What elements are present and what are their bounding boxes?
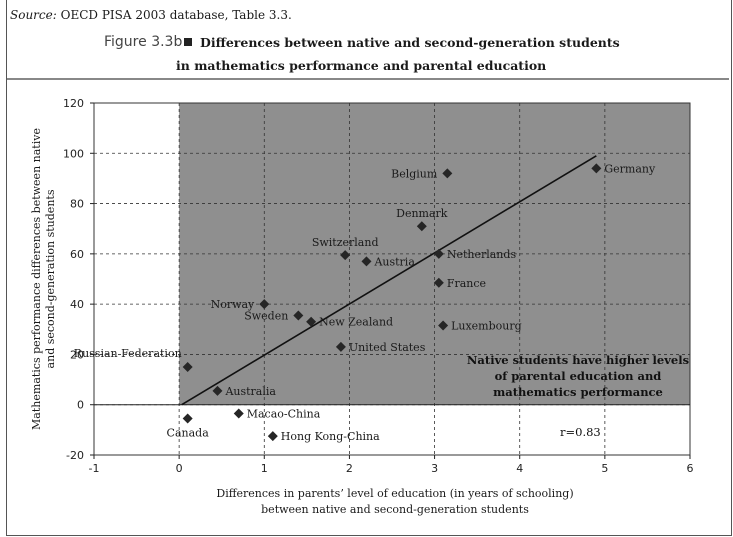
point-label: Luxembourg xyxy=(451,320,522,333)
data-point xyxy=(433,277,444,288)
x-tick-label: 0 xyxy=(176,462,183,475)
chart-title-line1: Differences between native and second-ge… xyxy=(200,35,620,50)
y-tick-label: 40 xyxy=(70,298,84,311)
y-axis-title-line1: Mathematics performance differences betw… xyxy=(30,128,43,430)
y-tick-label: 80 xyxy=(70,198,84,211)
data-point xyxy=(438,320,449,331)
x-tick-label: 2 xyxy=(346,462,353,475)
x-tick-label: -1 xyxy=(89,462,100,475)
annotation-line: mathematics performance xyxy=(493,385,663,399)
data-point xyxy=(267,431,278,442)
y-tick-label: -20 xyxy=(66,449,84,462)
point-label: Australia xyxy=(224,385,276,398)
data-point xyxy=(259,299,270,310)
data-point xyxy=(212,385,223,396)
point-label: Macao-China xyxy=(247,408,321,421)
point-label: Denmark xyxy=(396,207,448,220)
data-point xyxy=(182,362,193,372)
data-point xyxy=(416,221,427,232)
annotation: Native students have higher levels of par… xyxy=(467,353,689,399)
title-divider xyxy=(7,78,729,80)
data-point xyxy=(340,250,351,261)
point-label: Germany xyxy=(604,162,656,175)
data-point xyxy=(335,341,346,352)
point-label: United States xyxy=(349,341,426,354)
x-axis-title-line2: between native and second-generation stu… xyxy=(261,503,529,516)
point-label: Norway xyxy=(211,298,255,311)
y-tick-label: 0 xyxy=(77,399,84,412)
plot-border xyxy=(93,102,691,456)
x-tick-label: 1 xyxy=(261,462,268,475)
point-label: Hong Kong-China xyxy=(281,430,380,443)
data-point xyxy=(233,408,244,419)
y-tick-label: 20 xyxy=(70,348,84,361)
x-tick-label: 4 xyxy=(516,462,523,475)
point-label: France xyxy=(447,277,486,290)
gridlines xyxy=(94,103,690,455)
data-point xyxy=(433,248,444,259)
point-label: Russian Federation xyxy=(74,347,182,360)
point-label: Switzerland xyxy=(312,236,379,249)
annotation-line: of parental education and xyxy=(495,369,662,383)
data-point xyxy=(293,310,304,321)
data-point xyxy=(306,316,317,327)
x-axis-title-line1: Differences in parents’ level of educati… xyxy=(216,487,573,500)
chart-title-line2: in mathematics performance and parental … xyxy=(176,58,547,73)
data-point xyxy=(442,168,453,179)
y-tick-labels: -20 0 20 40 60 80 100 120 xyxy=(63,97,94,462)
data-point xyxy=(361,256,372,267)
annotation-line: Native students have higher levels xyxy=(467,353,689,367)
source-text: OECD PISA 2003 database, Table 3.3. xyxy=(60,8,292,22)
x-tick-label: 6 xyxy=(687,462,694,475)
figure-frame xyxy=(6,0,732,536)
y-tick-label: 60 xyxy=(70,248,84,261)
correlation-label: r=0.83 xyxy=(560,425,601,439)
point-label: Canada xyxy=(167,427,210,440)
data-point xyxy=(182,413,193,424)
point-label: Netherlands xyxy=(447,248,517,261)
source-prefix: Source: xyxy=(10,8,57,22)
x-tick-labels: -1 0 1 2 3 4 5 6 xyxy=(89,455,694,475)
data-points xyxy=(182,163,602,442)
trend-line xyxy=(181,155,597,406)
data-point xyxy=(591,163,602,174)
point-labels: Germany Belgium Denmark Switzerland Austria N… xyxy=(74,162,656,443)
point-label: New Zealand xyxy=(319,316,393,329)
x-tick-label: 3 xyxy=(431,462,438,475)
trend-line-group xyxy=(181,155,597,406)
point-label: Sweden xyxy=(244,309,288,322)
point-label: Austria xyxy=(373,255,415,268)
point-label: Belgium xyxy=(391,167,438,180)
y-axis-title-line2: and second-generation students xyxy=(44,189,57,368)
figure-label: Figure 3.3b xyxy=(104,34,183,50)
source-note: Source: OECD PISA 2003 database, Table 3… xyxy=(10,8,292,22)
y-tick-label: 120 xyxy=(63,97,84,110)
x-tick-label: 5 xyxy=(601,462,608,475)
y-tick-label: 100 xyxy=(63,147,84,160)
square-bullet-icon xyxy=(184,38,192,46)
